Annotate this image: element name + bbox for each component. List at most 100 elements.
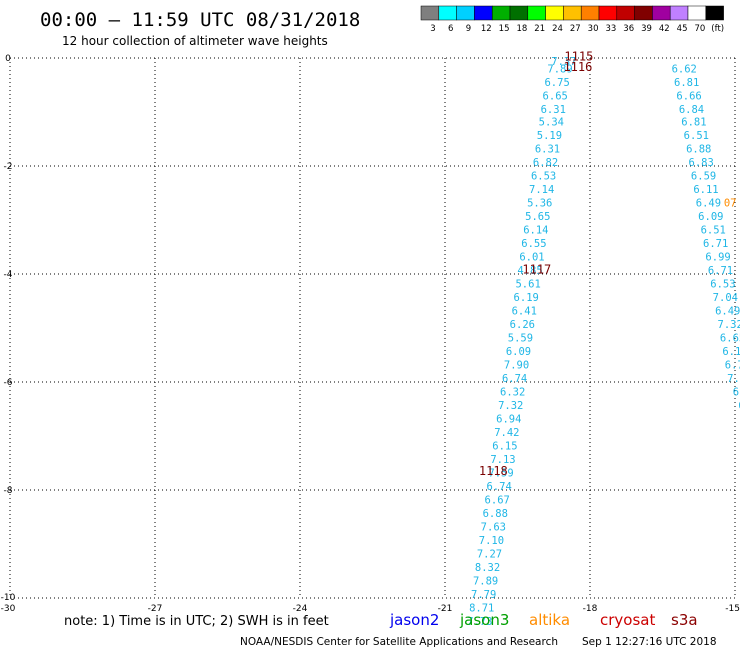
wave-height-label: 07 xyxy=(724,198,737,210)
wave-height-label: 7.04 xyxy=(713,292,738,304)
y-tick-label: 0 xyxy=(5,54,11,64)
wave-height-label: 6.88 xyxy=(483,508,508,520)
wave-height-label: 6.09 xyxy=(698,211,723,223)
wave-height-label: 6.65 xyxy=(543,90,568,102)
wave-height-label: 6.83 xyxy=(689,157,714,169)
colorbar-label: 18 xyxy=(516,24,527,34)
wave-height-label: 7.14 xyxy=(529,184,554,196)
colorbar-label: (ft) xyxy=(711,24,724,34)
y-tick-label: -4 xyxy=(4,270,13,280)
colorbar-swatch xyxy=(545,5,564,21)
sat-legend-altika: altika xyxy=(529,611,570,629)
wave-height-label: 6.41 xyxy=(512,306,537,318)
wave-height-label: 6.53 xyxy=(710,279,735,291)
wave-height-label: 6.32 xyxy=(500,387,525,399)
wave-height-label: 6.81 xyxy=(674,77,699,89)
wave-height-label: 6.26 xyxy=(510,319,535,331)
footer-timestamp: Sep 1 12:27:16 UTC 2018 xyxy=(582,636,717,648)
colorbar-label: 12 xyxy=(481,24,492,34)
colorbar-label: 42 xyxy=(659,24,670,34)
colorbar-label: 70 xyxy=(694,24,705,34)
wave-height-label: 6.49 xyxy=(715,306,740,318)
colorbar-swatch xyxy=(527,5,546,21)
y-tick-label: -8 xyxy=(4,486,13,496)
cycle-number-label: 1117 xyxy=(522,263,551,277)
sat-legend-jason3: jason3 xyxy=(459,611,509,629)
wave-height-label: 7.32 xyxy=(498,400,523,412)
cycle-number-label: 1116 xyxy=(563,60,592,74)
wave-height-label: 6.65 xyxy=(720,333,740,345)
colorbar-swatch xyxy=(420,5,440,21)
wave-height-label: 6.82 xyxy=(533,157,558,169)
y-tick-label: -2 xyxy=(4,162,13,172)
wave-height-label: 7.89 xyxy=(473,576,498,588)
units-note: note: 1) Time is in UTC; 2) SWH is in fe… xyxy=(64,614,329,629)
colorbar-swatch xyxy=(563,5,582,21)
sat-legend-jason2: jason2 xyxy=(389,611,439,629)
colorbar-swatch xyxy=(634,5,653,21)
wave-height-label: 6.31 xyxy=(541,104,566,116)
wave-height-label: 6.84 xyxy=(679,104,704,116)
wave-height-label: 6.74 xyxy=(502,373,527,385)
wave-height-label: 6.66 xyxy=(676,90,701,102)
wave-height-label: 7.18 xyxy=(727,373,740,385)
wave-height-label: 8.32 xyxy=(475,562,500,574)
plot-axes: -30 -27 -24 -21 -18 -15 0 -2 -4 -6 -8 -10 xyxy=(1,54,740,614)
footer-credit: NOAA/NESDIS Center for Satellite Applica… xyxy=(240,636,558,648)
wave-height-label: 5.65 xyxy=(525,211,550,223)
wave-height-label: 6.09 xyxy=(506,346,531,358)
cycle-number-label: 1115 xyxy=(564,49,593,63)
wave-height-label: 6.81 xyxy=(681,117,706,129)
wave-height-label: 7.27 xyxy=(477,549,502,561)
sat-legend-s3a: s3a xyxy=(671,611,698,629)
color-scale-legend: 3 6 9 12 15 18 21 24 27 30 33 36 39 42 45 70 (ft) xyxy=(420,5,724,34)
colorbar-label: 24 xyxy=(552,24,563,34)
colorbar-label: 36 xyxy=(623,24,634,34)
colorbar-swatch xyxy=(474,5,493,21)
colorbar-swatch xyxy=(456,5,475,21)
colorbar-label: 21 xyxy=(534,24,545,34)
cycle-number-label: 1118 xyxy=(479,464,508,478)
wave-height-label: 7.10 xyxy=(479,535,504,547)
colorbar-swatch xyxy=(616,5,635,21)
wave-height-label: 6.62 xyxy=(672,63,697,75)
wave-height-marks: 7.377.896.756.656.315.345.196.316.826.53… xyxy=(467,49,740,628)
wave-height-label: 6.51 xyxy=(701,225,726,237)
colorbar-swatch xyxy=(652,5,671,21)
wave-height-label: 6.18 xyxy=(722,346,740,358)
wave-height-label: 6.99 xyxy=(705,252,730,264)
wave-height-label: 6.51 xyxy=(684,130,709,142)
sat-legend-cryosat: cryosat xyxy=(600,611,655,629)
colorbar-label: 45 xyxy=(677,24,688,34)
colorbar-label: 39 xyxy=(641,24,652,34)
wave-height-label: 5.36 xyxy=(527,198,552,210)
wave-height-label: 7.13 xyxy=(490,454,515,466)
wave-height-label: 7.63 xyxy=(481,522,506,534)
wave-height-label: 6.19 xyxy=(514,292,539,304)
y-tick-label: -6 xyxy=(4,378,13,388)
colorbar-label: 9 xyxy=(466,24,471,34)
wave-height-label: 6.49 xyxy=(696,198,721,210)
wave-height-label: 6.0 xyxy=(733,387,740,399)
wave-height-label: 7.32 xyxy=(718,319,740,331)
wave-height-label: 6.31 xyxy=(535,144,560,156)
chart-title: 00:00 – 11:59 UTC 08/31/2018 xyxy=(40,9,360,31)
wave-height-label: 6.14 xyxy=(523,225,548,237)
wave-height-label: 8.71 xyxy=(469,603,494,615)
wave-height-label: 7.59 xyxy=(488,468,513,480)
colorbar-swatch xyxy=(509,5,529,21)
x-tick-label: -27 xyxy=(148,604,163,614)
x-tick-label: -15 xyxy=(725,604,740,614)
wave-height-label: 6. xyxy=(738,400,740,412)
wave-height-label: 5.59 xyxy=(508,333,533,345)
wave-height-label: 4.85 xyxy=(517,265,542,277)
colorbar-swatch xyxy=(687,5,707,21)
colorbar-swatch xyxy=(438,5,457,21)
wave-height-label: 6.55 xyxy=(521,238,546,250)
colorbar-label: 30 xyxy=(588,24,599,34)
wave-height-label: 6.88 xyxy=(686,144,711,156)
colorbar-swatch xyxy=(598,5,618,21)
plot-grid xyxy=(9,57,736,599)
wave-height-label: 6.15 xyxy=(492,441,517,453)
